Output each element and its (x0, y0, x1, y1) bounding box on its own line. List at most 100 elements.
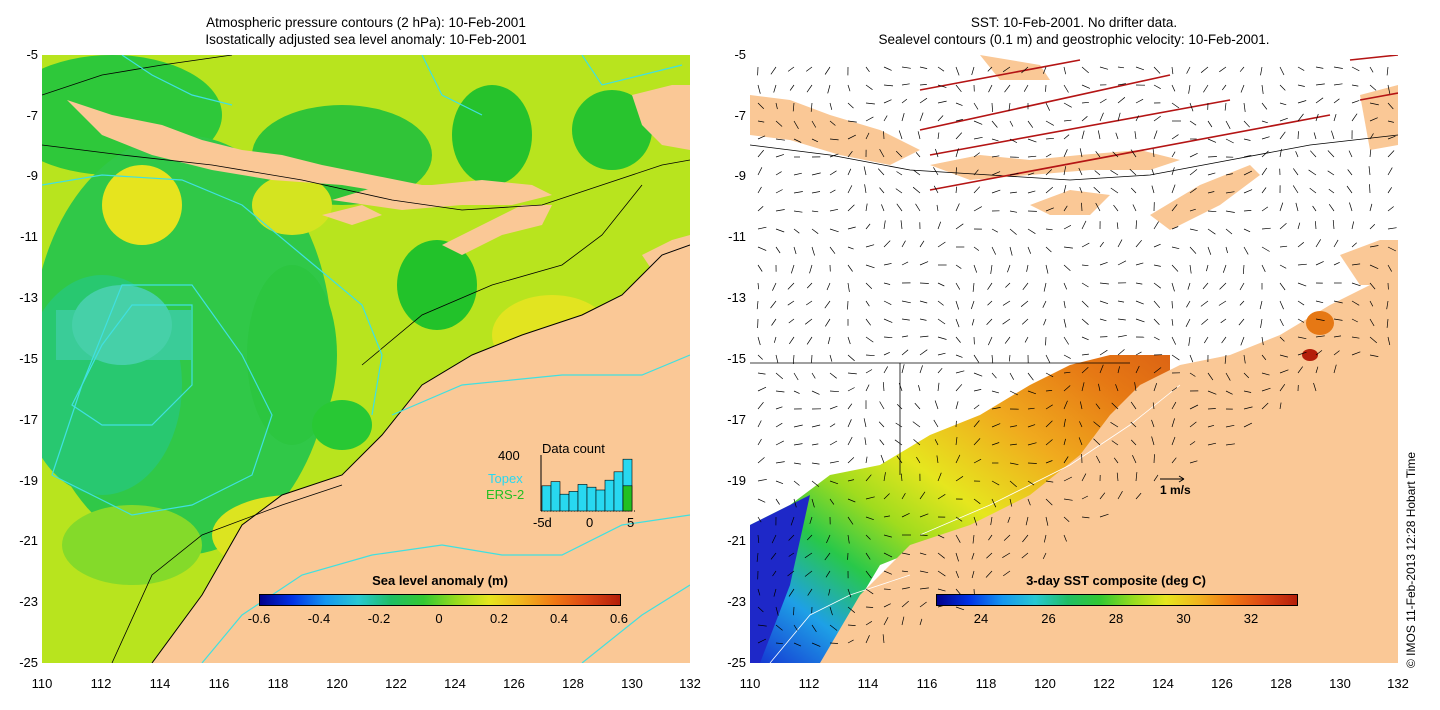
velocity-arrow (970, 300, 975, 310)
velocity-arrow (1153, 336, 1160, 341)
velocity-arrow (912, 421, 921, 428)
velocity-arrow (917, 131, 921, 140)
left-x-tick-label: 114 (149, 676, 171, 691)
velocity-arrow (1153, 115, 1161, 122)
velocity-arrow (1225, 246, 1228, 254)
velocity-arrow (1020, 300, 1029, 307)
velocity-arrow (1045, 102, 1051, 111)
velocity-arrow (879, 149, 885, 158)
velocity-arrow (1369, 264, 1379, 270)
velocity-arrow (1279, 282, 1286, 291)
velocity-arrow (1110, 170, 1119, 176)
topex-bar (595, 489, 606, 512)
velocity-arrow (1369, 184, 1371, 194)
velocity-arrow (1081, 473, 1087, 482)
velocity-arrow (1351, 263, 1361, 266)
velocity-arrow (1153, 243, 1161, 248)
velocity-arrow (883, 570, 892, 575)
velocity-arrow (790, 516, 795, 526)
velocity-arrow (1063, 84, 1069, 93)
velocity-arrow (937, 534, 945, 539)
topex-bar (568, 491, 579, 512)
velocity-arrow (937, 300, 944, 306)
velocity-arrow (1027, 190, 1036, 194)
velocity-arrow (883, 282, 891, 285)
velocity-arrow (883, 552, 893, 558)
velocity-arrow (829, 390, 839, 393)
velocity-arrow (955, 454, 961, 464)
velocity-arrow (1009, 173, 1019, 176)
velocity-arrow (1387, 102, 1394, 110)
velocity-arrow (1081, 353, 1089, 356)
velocity-arrow (775, 461, 785, 464)
velocity-arrow (1081, 282, 1089, 288)
velocity-arrow (991, 390, 999, 394)
velocity-arrow (1313, 382, 1317, 392)
velocity-arrow (865, 552, 871, 560)
right-y-tick-label: -23 (727, 594, 746, 609)
velocity-arrow (1153, 300, 1161, 309)
velocity-arrow (901, 113, 905, 122)
velocity-arrow (829, 228, 839, 233)
velocity-arrow (1310, 150, 1317, 158)
velocity-arrow (901, 66, 911, 69)
velocity-arrow (1135, 365, 1140, 374)
velocity-arrow (1225, 443, 1235, 446)
velocity-arrow (775, 422, 783, 428)
velocity-arrow (847, 606, 856, 613)
velocity-arrow (775, 154, 785, 158)
velocity-arrow (1027, 390, 1037, 395)
velocity-arrow (1351, 221, 1355, 230)
velocity-arrow (1024, 336, 1029, 343)
left-x-tick-label: 112 (90, 676, 112, 691)
velocity-arrow (788, 552, 795, 557)
velocity-arrow (973, 458, 982, 464)
velocity-arrow (1171, 151, 1176, 158)
velocity-arrow (1225, 191, 1235, 194)
velocity-arrow (1063, 318, 1067, 328)
velocity-arrow (1387, 84, 1391, 94)
velocity-arrow (1331, 130, 1335, 140)
velocity-arrow (1333, 98, 1340, 104)
velocity-arrow (1063, 456, 1069, 464)
velocity-arrow (811, 498, 815, 508)
velocity-arrow (937, 570, 946, 577)
velocity-arrow (1153, 318, 1160, 325)
velocity-arrow (811, 480, 820, 487)
velocity-arrow (789, 84, 795, 91)
velocity-arrow (811, 462, 820, 465)
velocity-arrow (787, 282, 795, 290)
velocity-arrow (971, 570, 975, 579)
velocity-arrow (824, 300, 831, 309)
velocity-arrow (847, 419, 852, 428)
velocity-arrow (914, 402, 921, 410)
velocity-arrow (1151, 419, 1155, 428)
velocity-arrow (757, 534, 760, 544)
right-x-tick-label: 130 (1329, 676, 1351, 691)
velocity-arrow (793, 642, 802, 647)
velocity-arrow (896, 203, 903, 212)
velocity-arrow (987, 282, 993, 290)
right-y-tick-label: -13 (727, 290, 746, 305)
velocity-arrow (1297, 100, 1307, 104)
velocity-arrow (1243, 154, 1252, 158)
velocity-arrow (1063, 354, 1071, 359)
velocity-arrow (1293, 168, 1299, 176)
velocity-arrow (1153, 382, 1158, 392)
velocity-arrow (1151, 168, 1155, 176)
velocity-arrow (883, 318, 893, 323)
velocity-arrow (865, 203, 868, 212)
velocity-arrow (1081, 101, 1089, 104)
velocity-arrow (847, 246, 854, 250)
velocity-arrow (847, 534, 850, 544)
velocity-arrow (1297, 242, 1305, 248)
velocity-arrow (825, 570, 831, 578)
velocity-arrow (847, 226, 856, 230)
velocity-arrow (1045, 336, 1047, 346)
velocity-arrow (991, 120, 998, 128)
velocity-arrow (955, 300, 960, 310)
velocity-arrow (811, 228, 819, 234)
velocity-arrow (775, 390, 785, 393)
velocity-arrow (1171, 457, 1177, 464)
velocity-arrow (829, 405, 838, 410)
